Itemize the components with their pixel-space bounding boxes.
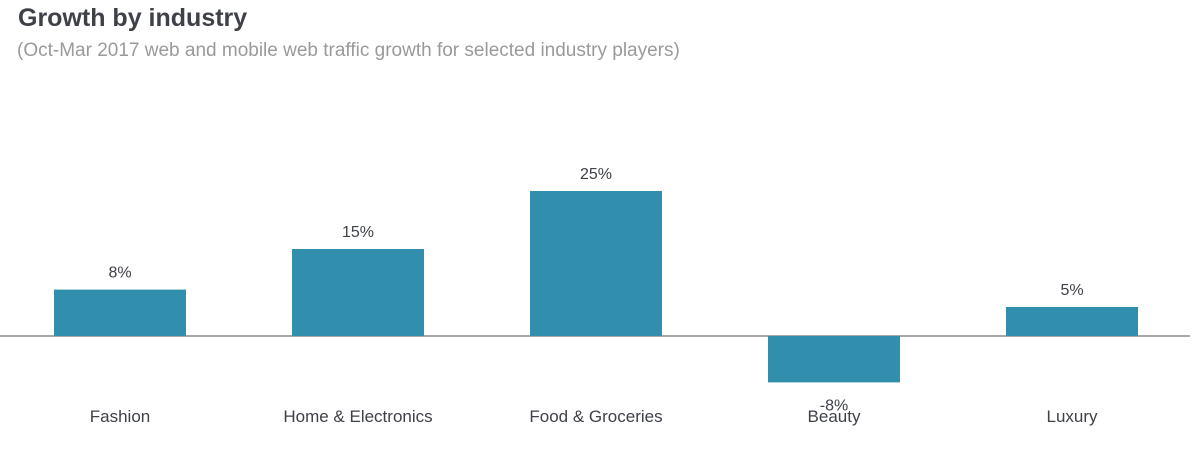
bar-1 — [292, 249, 424, 336]
bar-2 — [530, 191, 662, 336]
category-label-0: Fashion — [90, 407, 150, 426]
category-label-2: Food & Groceries — [529, 407, 662, 426]
data-label-4: 5% — [1060, 282, 1083, 299]
data-label-1: 15% — [342, 224, 374, 241]
category-label-3: Beauty — [808, 407, 861, 426]
data-label-0: 8% — [108, 265, 131, 282]
chart-title: Growth by industry — [18, 4, 248, 32]
chart-subtitle: (Oct-Mar 2017 web and mobile web traffic… — [17, 40, 680, 61]
bar-3 — [768, 336, 900, 383]
category-label-1: Home & Electronics — [283, 407, 432, 426]
category-label-4: Luxury — [1046, 407, 1098, 426]
data-label-2: 25% — [580, 166, 612, 183]
bar-4 — [1006, 307, 1138, 336]
data-label-3: -8% — [820, 397, 848, 414]
bar-0 — [54, 289, 186, 336]
